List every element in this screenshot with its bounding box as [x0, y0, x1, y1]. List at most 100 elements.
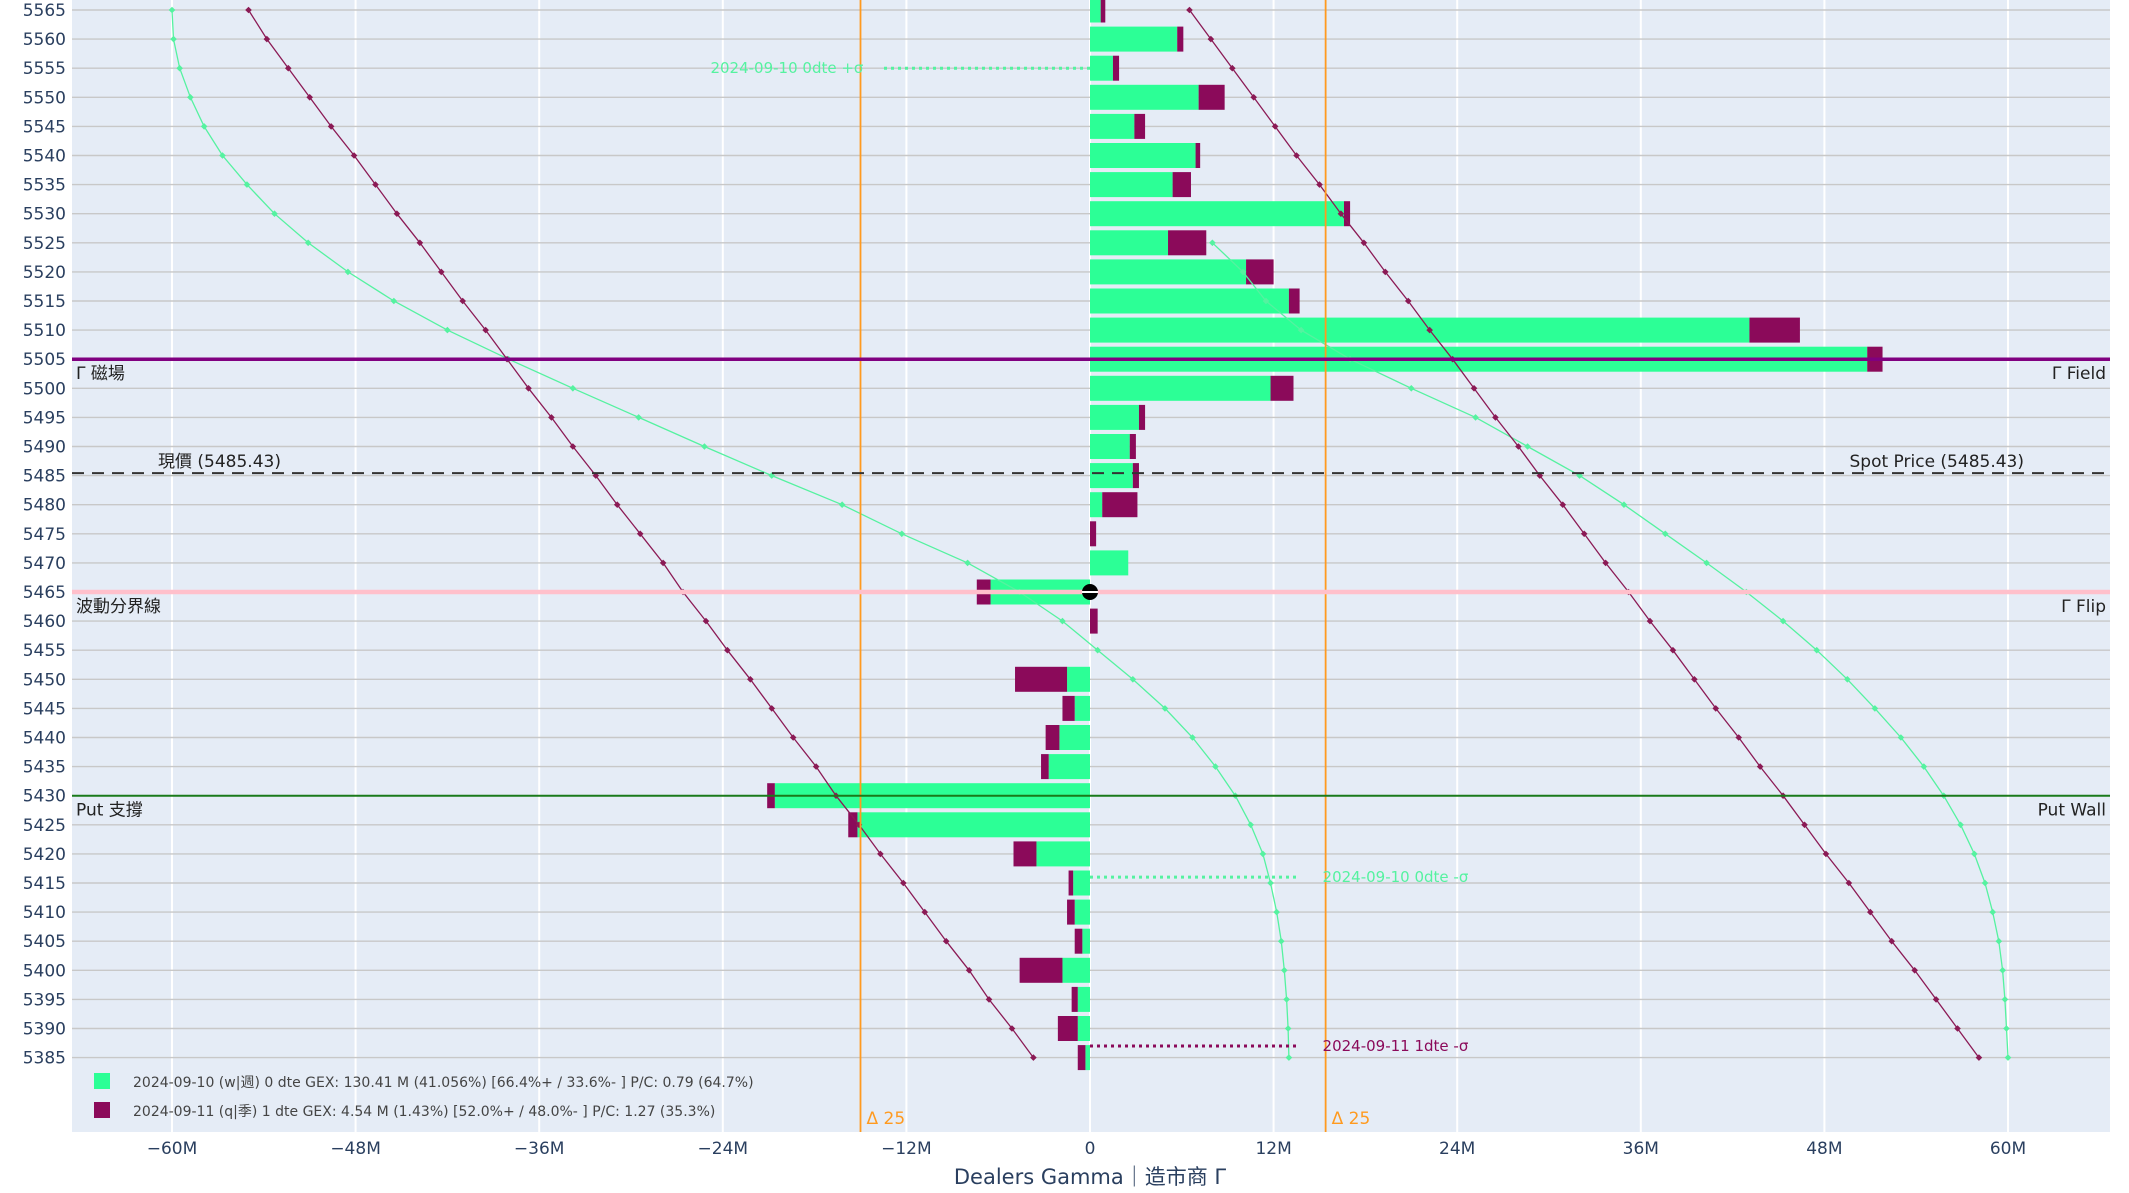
profile-marker: [1207, 35, 1215, 43]
profile-marker: [659, 559, 667, 567]
profile-marker: [1911, 967, 1918, 974]
bar-1dte: [1102, 492, 1138, 518]
bar-1dte: [1045, 725, 1060, 750]
y-tick-label: 5565: [23, 1, 66, 21]
profile-marker: [1756, 763, 1764, 770]
profile-marker: [812, 763, 820, 770]
bar-0dte: [1090, 463, 1133, 489]
profile-marker: [1813, 646, 1821, 654]
bar-1dte: [1168, 230, 1207, 256]
put-wall-left-label: Put 支撐: [76, 801, 143, 821]
bar-0dte: [1090, 404, 1139, 430]
profile-marker: [1975, 1054, 1983, 1061]
profile-marker: [1212, 763, 1219, 770]
profile-marker: [942, 937, 950, 945]
bar-1dte: [1013, 841, 1037, 867]
profile-marker: [1273, 908, 1280, 916]
profile-marker: [245, 6, 252, 14]
delta-label: Δ 25: [867, 1109, 906, 1129]
x-tick-label: 12M: [1255, 1139, 1291, 1159]
profile-marker: [1580, 530, 1588, 538]
profile-marker: [964, 559, 971, 567]
profile-marker: [635, 414, 642, 421]
profile-marker: [372, 181, 379, 188]
profile-marker: [1989, 908, 1996, 916]
profile-marker: [1247, 821, 1254, 829]
bar-0dte: [1074, 695, 1090, 721]
profile-marker: [1559, 501, 1567, 508]
profile-marker: [1845, 879, 1853, 887]
y-tick-label: 5545: [23, 117, 66, 137]
profile-marker: [702, 617, 710, 625]
spot-left-label: 現價 (5485.43): [158, 452, 281, 472]
profile-marker: [1669, 646, 1677, 654]
profile-marker: [1285, 1054, 1293, 1061]
x-tick-label: −48M: [330, 1139, 381, 1159]
bar-1dte: [1015, 666, 1068, 692]
profile-marker: [1620, 501, 1628, 508]
bar-1dte: [1100, 0, 1106, 23]
profile-marker: [1932, 996, 1940, 1003]
bar-1dte: [1246, 259, 1274, 285]
profile-marker: [965, 967, 973, 974]
y-tick-label: 5445: [23, 699, 66, 719]
bar-0dte: [1090, 259, 1247, 285]
profile-marker: [985, 996, 993, 1003]
profile-marker: [390, 297, 398, 305]
profile-marker: [1470, 385, 1478, 392]
profile-marker: [2003, 1025, 2010, 1032]
profile-marker: [1426, 326, 1433, 334]
y-tick-label: 5395: [23, 990, 66, 1010]
profile-marker: [200, 123, 208, 130]
profile-marker: [569, 443, 577, 450]
bar-1dte: [1074, 928, 1083, 954]
profile-marker: [1472, 414, 1479, 421]
profile-marker: [724, 646, 731, 654]
profile-marker: [1602, 559, 1609, 567]
profile-marker: [613, 501, 621, 508]
bar-1dte: [1343, 201, 1351, 227]
y-tick-label: 5485: [23, 467, 66, 487]
legend-swatch: [94, 1073, 110, 1089]
profile-marker: [1239, 268, 1247, 276]
profile-marker: [701, 443, 708, 450]
bar-1dte: [1129, 434, 1136, 459]
profile-marker: [1404, 297, 1412, 305]
profile-marker: [271, 210, 278, 217]
profile-marker: [768, 472, 776, 479]
x-tick-label: 24M: [1439, 1139, 1475, 1159]
sigma-label: 2024-09-10 0dte +σ: [710, 59, 863, 77]
profile-marker: [1735, 734, 1743, 741]
legend-entry: 2024-09-11 (q|季) 1 dte GEX: 4.54 M (1.43…: [133, 1104, 715, 1120]
sigma-label: 2024-09-11 1dte -σ: [1323, 1037, 1469, 1055]
bar-0dte: [1090, 113, 1135, 139]
profile-marker: [1888, 937, 1896, 945]
sigma-label: 2024-09-10 0dte -σ: [1323, 868, 1469, 886]
profile-marker: [187, 94, 194, 101]
bar-0dte: [1067, 666, 1090, 692]
profile-marker: [459, 297, 466, 305]
profile-marker: [1957, 821, 1964, 829]
profile-marker: [284, 64, 292, 72]
bar-0dte: [1090, 288, 1289, 314]
bar-0dte: [1090, 434, 1130, 459]
profile-marker: [1999, 967, 2006, 974]
y-tick-label: 5405: [23, 932, 66, 952]
profile-marker: [1297, 326, 1305, 334]
profile-marker: [344, 268, 352, 276]
profile-marker: [1228, 64, 1236, 72]
profile-marker: [393, 210, 401, 217]
bar-1dte: [1134, 113, 1146, 139]
legend-swatch: [94, 1102, 110, 1118]
bar-1dte: [1062, 695, 1075, 721]
bar-1dte: [848, 812, 858, 838]
y-tick-label: 5555: [23, 59, 66, 79]
bar-0dte: [1048, 754, 1090, 780]
profile-marker: [304, 239, 312, 247]
profile-marker: [1661, 530, 1669, 538]
profile-marker: [1293, 152, 1300, 159]
profile-marker: [219, 152, 226, 159]
y-tick-label: 5470: [23, 554, 66, 574]
profile-marker: [898, 530, 906, 538]
profile-marker: [1779, 617, 1787, 625]
